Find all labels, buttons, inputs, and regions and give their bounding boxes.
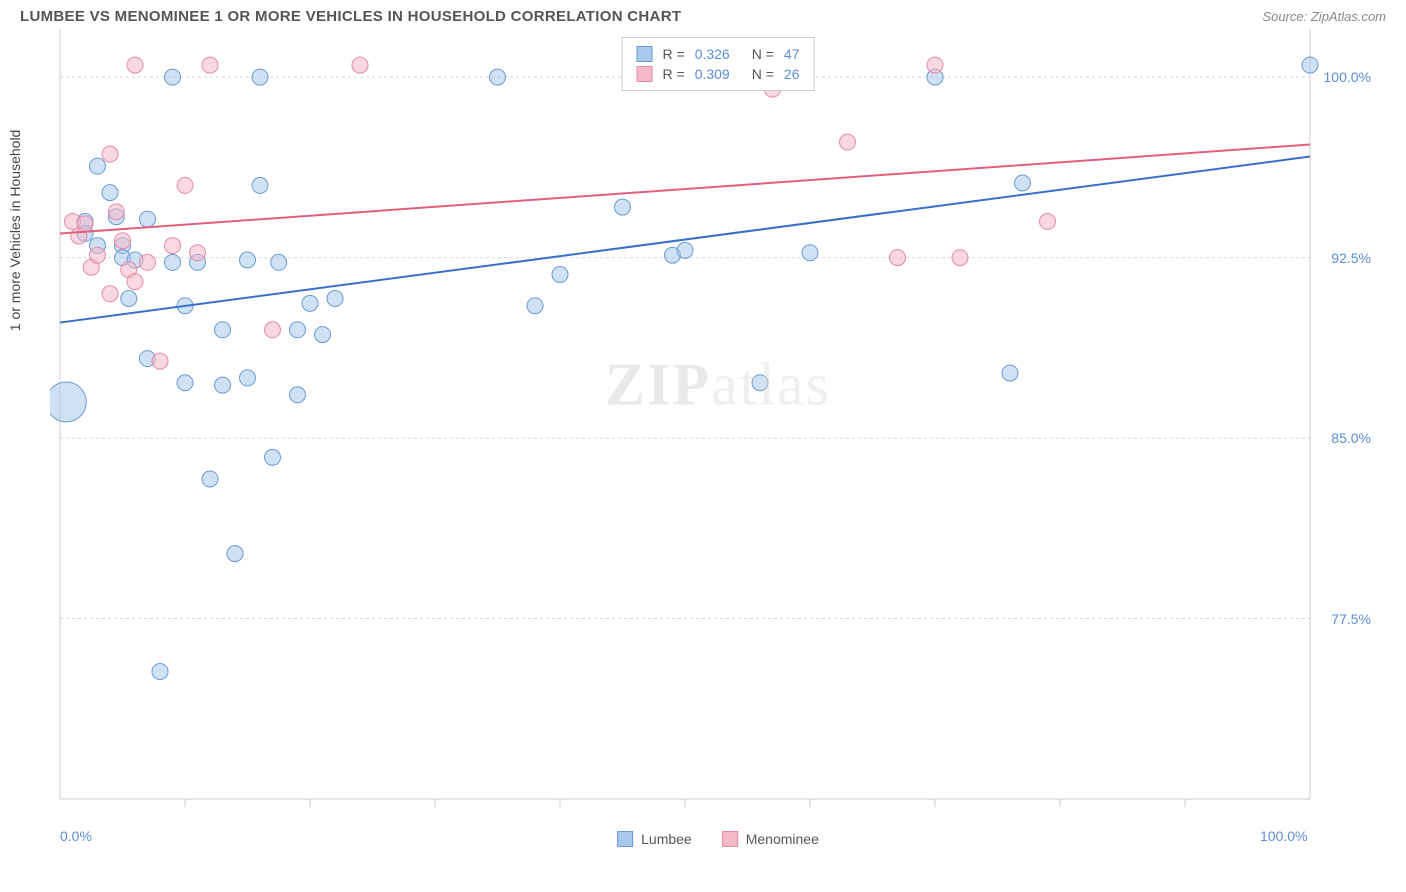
legend-label: Lumbee	[641, 831, 692, 847]
x-tick-label: 100.0%	[1260, 828, 1307, 844]
n-value: 26	[784, 66, 800, 82]
correlation-legend: R = 0.326 N = 47 R = 0.309 N = 26	[622, 37, 815, 91]
r-value: 0.326	[695, 46, 730, 62]
x-tick-label: 0.0%	[60, 828, 92, 844]
series-legend: Lumbee Menominee	[617, 831, 819, 847]
y-tick-label: 100.0%	[1324, 69, 1371, 85]
legend-label: Menominee	[746, 831, 819, 847]
scatter-chart	[50, 29, 1370, 819]
legend-row: R = 0.309 N = 26	[637, 64, 800, 84]
chart-container: 1 or more Vehicles in Household ZIPatlas…	[50, 29, 1386, 819]
chart-source: Source: ZipAtlas.com	[1262, 9, 1386, 24]
y-axis-label: 1 or more Vehicles in Household	[7, 130, 23, 332]
legend-swatch	[617, 831, 633, 847]
y-tick-label: 92.5%	[1331, 250, 1371, 266]
r-value: 0.309	[695, 66, 730, 82]
legend-row: R = 0.326 N = 47	[637, 44, 800, 64]
legend-item: Lumbee	[617, 831, 692, 847]
y-tick-label: 85.0%	[1331, 430, 1371, 446]
n-value: 47	[784, 46, 800, 62]
n-label: N =	[752, 66, 774, 82]
legend-swatch	[637, 66, 653, 82]
legend-swatch	[722, 831, 738, 847]
y-tick-label: 77.5%	[1331, 611, 1371, 627]
n-label: N =	[752, 46, 774, 62]
legend-swatch	[637, 46, 653, 62]
r-label: R =	[663, 66, 685, 82]
chart-header: LUMBEE VS MENOMINEE 1 OR MORE VEHICLES I…	[0, 0, 1406, 29]
legend-item: Menominee	[722, 831, 819, 847]
chart-title: LUMBEE VS MENOMINEE 1 OR MORE VEHICLES I…	[20, 8, 681, 25]
r-label: R =	[663, 46, 685, 62]
